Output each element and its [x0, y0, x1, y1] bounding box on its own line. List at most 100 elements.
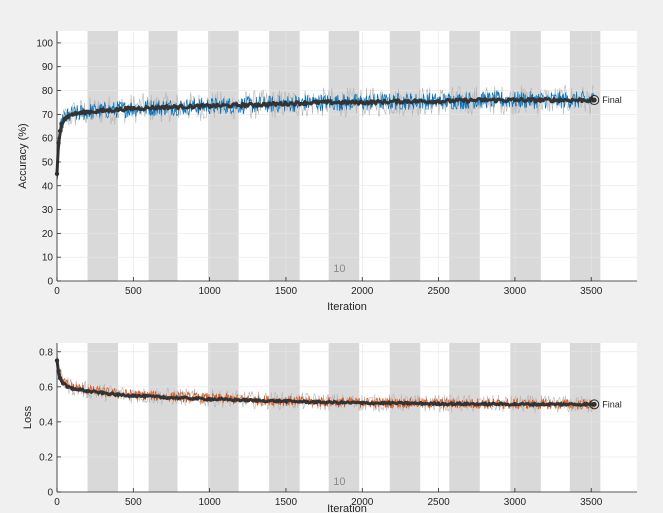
epoch-band	[569, 343, 601, 492]
x-tick-label: 2000	[351, 497, 374, 508]
epoch-band	[269, 31, 300, 281]
smoothed-point	[592, 402, 597, 407]
smoothed-point	[115, 107, 121, 112]
smoothed-point	[161, 395, 167, 400]
y-tick-label: 100	[36, 38, 53, 49]
smoothed-point	[482, 401, 487, 407]
smoothed-point	[283, 398, 289, 404]
smoothed-point	[314, 100, 319, 105]
smoothed-point	[436, 401, 441, 407]
smoothed-point	[314, 399, 319, 405]
smoothed-point	[436, 99, 441, 104]
epoch-band	[87, 31, 119, 281]
x-axis-label: Iteration	[327, 503, 367, 513]
x-tick-label: 500	[125, 286, 142, 297]
smoothed-point	[65, 384, 70, 390]
x-tick-label: 1500	[275, 286, 298, 297]
smoothed-point	[482, 97, 487, 103]
epoch-number-label: 10	[333, 263, 345, 275]
final-marker	[589, 399, 600, 410]
y-tick-label: 80	[42, 86, 54, 97]
epoch-band	[389, 343, 421, 492]
smoothed-point	[207, 396, 212, 402]
noise-trace	[56, 356, 594, 414]
x-tick-label: 3500	[580, 497, 603, 508]
x-tick-label: 3000	[504, 286, 527, 297]
noise-trace	[56, 85, 594, 182]
y-tick-label: 40	[42, 181, 54, 192]
smoothed-point	[360, 100, 365, 105]
smoothed-point	[512, 401, 518, 407]
x-tick-label: 500	[125, 497, 142, 508]
smoothed-point	[65, 114, 70, 119]
x-axis-label: Iteration	[327, 301, 367, 313]
x-tick-label: 2500	[427, 286, 450, 297]
smoothed-point	[207, 103, 212, 109]
smoothed-point	[100, 390, 105, 396]
final-marker	[589, 95, 600, 106]
smoothed-point	[405, 401, 411, 406]
epoch-band	[87, 343, 119, 492]
y-tick-label: 30	[42, 205, 54, 216]
epoch-band	[328, 31, 360, 281]
x-tick-label: 1000	[199, 286, 222, 297]
final-marker-inner	[591, 97, 597, 103]
epoch-band	[389, 31, 421, 281]
smoothed-point	[131, 393, 136, 398]
y-tick-label: 0.6	[39, 382, 53, 393]
x-tick-label: 3000	[504, 497, 527, 508]
smoothed-point	[558, 402, 563, 407]
smoothed-point	[57, 375, 63, 381]
y-tick-label: 20	[42, 229, 54, 240]
x-tick-label: 3500	[580, 286, 603, 297]
smoothed-point	[558, 97, 563, 103]
x-tick-label: 1000	[199, 497, 222, 508]
smoothed-point	[77, 387, 83, 392]
smoothed-point	[85, 109, 90, 115]
epoch-band	[208, 31, 239, 281]
epoch-band	[510, 343, 541, 492]
epoch-band	[148, 31, 178, 281]
y-tick-label: 0.8	[39, 347, 53, 358]
x-tick-label: 0	[54, 286, 60, 297]
smoothed-point	[59, 121, 64, 127]
smoothed-point	[100, 108, 105, 113]
x-tick-label: 0	[54, 497, 60, 508]
smoothed-point	[512, 97, 518, 103]
epoch-band	[328, 343, 360, 492]
final-marker-inner	[591, 401, 597, 407]
y-tick-label: 50	[42, 157, 54, 168]
smoothed-series-line	[55, 359, 596, 407]
smoothed-point	[405, 99, 411, 104]
smoothed-point	[253, 102, 258, 108]
smoothed-point	[70, 386, 75, 391]
epoch-band	[269, 343, 300, 492]
y-axis-label: Accuracy (%)	[17, 123, 29, 188]
x-tick-label: 2500	[427, 497, 450, 508]
epoch-band	[569, 31, 601, 281]
smoothed-point	[70, 112, 75, 117]
y-tick-label: 0	[47, 277, 53, 288]
smoothed-point	[57, 128, 63, 134]
smoothed-point	[253, 398, 258, 403]
final-label: Final	[602, 95, 622, 105]
y-tick-label: 60	[42, 134, 54, 145]
smoothed-series-line	[55, 96, 596, 174]
epoch-band	[449, 343, 480, 492]
smoothed-point	[62, 116, 67, 122]
x-tick-label: 2000	[351, 286, 374, 297]
smoothed-point	[360, 400, 365, 406]
smoothed-point	[161, 104, 167, 110]
y-tick-label: 0.4	[39, 417, 53, 428]
loss-panel: Final 10 0 0.2 0.4 0.6 0.8 0 500 1000 1500 2000 2500…	[22, 343, 637, 513]
smoothed-point	[56, 140, 61, 146]
smoothed-point	[115, 392, 121, 397]
smoothed-point	[60, 381, 66, 386]
x-tick-label: 1500	[275, 497, 298, 508]
smoothed-point	[283, 101, 289, 106]
epoch-band	[449, 31, 480, 281]
final-label: Final	[602, 399, 622, 409]
smoothed-point	[56, 368, 61, 374]
